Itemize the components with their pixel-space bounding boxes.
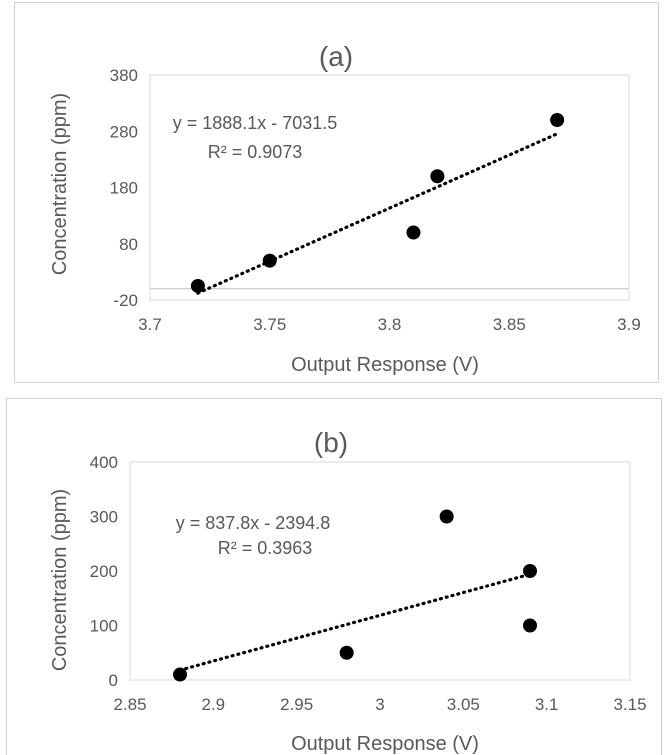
chart-b-data-point [339, 645, 354, 660]
chart-b-x-tick-label: 3 [375, 695, 384, 714]
chart-a-data-point [262, 253, 277, 268]
chart-b-x-axis-label: Output Response (V) [291, 733, 479, 755]
chart-a-x-axis-label: Output Response (V) [291, 354, 479, 376]
chart-a-data-point [406, 225, 421, 240]
chart-b-data-point [523, 618, 537, 633]
chart-b-data-point [173, 667, 187, 682]
chart-a-x-tick-label: 3.7 [138, 315, 162, 334]
chart-b-x-tick-label: 2.95 [280, 695, 313, 714]
chart-b-y-tick-label: 400 [90, 453, 118, 472]
chart-a-y-tick-label: 180 [110, 179, 138, 198]
chart-a-data-point [430, 169, 445, 184]
chart-b-data-point [439, 509, 454, 524]
chart-b-data-point [523, 564, 537, 578]
chart-panel-a [14, 2, 659, 383]
chart-a-r2: R² = 0.9073 [208, 142, 303, 162]
chart-a-plot-area [149, 74, 630, 301]
chart-a-y-tick-label: -20 [113, 291, 138, 310]
chart-b-y-axis-label: Concentration (ppm) [49, 489, 71, 671]
chart-a-x-tick-label: 3.9 [617, 315, 641, 334]
chart-b-x-tick-label: 2.9 [202, 695, 226, 714]
chart-b-trendline [178, 572, 532, 672]
chart-b-y-tick-label: 100 [90, 617, 118, 636]
chart-a-data-point [550, 113, 565, 127]
chart-b-x-tick-label: 3.05 [447, 695, 480, 714]
chart-b-r2: R² = 0.3963 [218, 538, 313, 558]
chart-a-x-tick-label: 3.8 [378, 315, 402, 334]
chart-a-trendline [196, 132, 559, 295]
chart-a-equation: y = 1888.1x - 7031.5 [173, 113, 338, 133]
chart-a-data-point [190, 278, 205, 293]
chart-b-plot-area [129, 461, 631, 681]
chart-b-y-tick-label: 300 [90, 508, 118, 527]
chart-b-y-tick-label: 200 [90, 562, 118, 581]
chart-a-x-tick-label: 3.85 [493, 315, 526, 334]
chart-a-y-tick-label: 80 [119, 235, 138, 254]
chart-b-title: (b) [314, 427, 348, 458]
chart-b-y-tick-label: 0 [109, 671, 118, 690]
chart-b-x-tick-label: 2.85 [113, 695, 146, 714]
chart-b-x-tick-label: 3.1 [535, 695, 559, 714]
chart-a-y-axis-label: Concentration (ppm) [49, 93, 71, 275]
chart-a-y-tick-label: 280 [110, 122, 138, 141]
chart-a-x-tick-label: 3.75 [253, 315, 286, 334]
chart-a-title: (a) [319, 41, 353, 72]
chart-b-x-tick-label: 3.15 [613, 695, 646, 714]
chart-marks: 380 280 180 80 -203.7 3.75 3.8 3.85 3.9 400 300 200… [90, 66, 647, 714]
chart-b-equation: y = 837.8x - 2394.8 [176, 513, 331, 533]
chart-a-y-tick-label: 380 [110, 66, 138, 85]
chart-panel-b [6, 398, 662, 755]
